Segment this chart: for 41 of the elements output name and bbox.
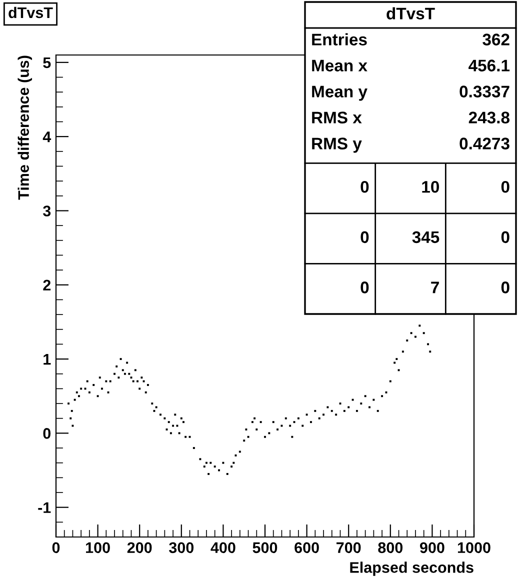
annotation: 0.3337 <box>460 86 510 98</box>
text: 0 <box>501 181 510 193</box>
annotation: Mean y <box>312 86 368 101</box>
x-tick-label: 900 <box>420 542 444 554</box>
y-tick-label: 1 <box>44 354 51 365</box>
y-tick-label: 5 <box>43 57 51 68</box>
annotation: 345 <box>412 231 440 244</box>
text: 0 <box>501 282 510 294</box>
annotation: 243.8 <box>468 112 510 124</box>
x-tick-label: 300 <box>169 542 194 554</box>
x-tick-label: 500 <box>252 542 278 554</box>
x-tick-label: 800 <box>378 542 403 554</box>
y-axis-title: Time difference (us) <box>18 56 32 200</box>
x-tick-label: 400 <box>210 542 236 554</box>
y-tick-label: -1 <box>38 502 51 513</box>
text: Entries <box>312 33 367 46</box>
x-tick-label: 700 <box>336 542 361 554</box>
annotation: 10 <box>422 181 439 193</box>
annotation: 0 <box>360 181 369 193</box>
annotation: RMS x <box>312 112 362 124</box>
annotation: 0.4273 <box>460 138 510 150</box>
y-tick-label: 0 <box>43 428 51 439</box>
annotation: 7 <box>431 282 439 294</box>
x-tick-label: 0 <box>52 542 60 554</box>
annotation: 456.1 <box>468 60 510 72</box>
y-tick-label: 4 <box>42 132 52 142</box>
x-tick-label: 100 <box>86 542 110 554</box>
x-tick-label: 600 <box>294 542 319 554</box>
annotation: 0 <box>360 231 369 244</box>
chart-title: dTvsT <box>386 7 435 20</box>
text: 0 <box>501 231 510 244</box>
chart-title: dTvsT <box>8 6 53 18</box>
x-tick-label: 1000 <box>458 542 490 554</box>
annotation: 0 <box>360 282 369 294</box>
x-axis-title: Elapsed seconds <box>350 562 474 576</box>
annotation: Mean x <box>312 60 368 72</box>
text: 362 <box>482 34 510 46</box>
y-tick-label: 2 <box>43 280 51 290</box>
annotation: RMS y <box>312 138 362 153</box>
x-tick-label: 200 <box>127 542 152 554</box>
y-tick-label: 3 <box>42 206 51 216</box>
